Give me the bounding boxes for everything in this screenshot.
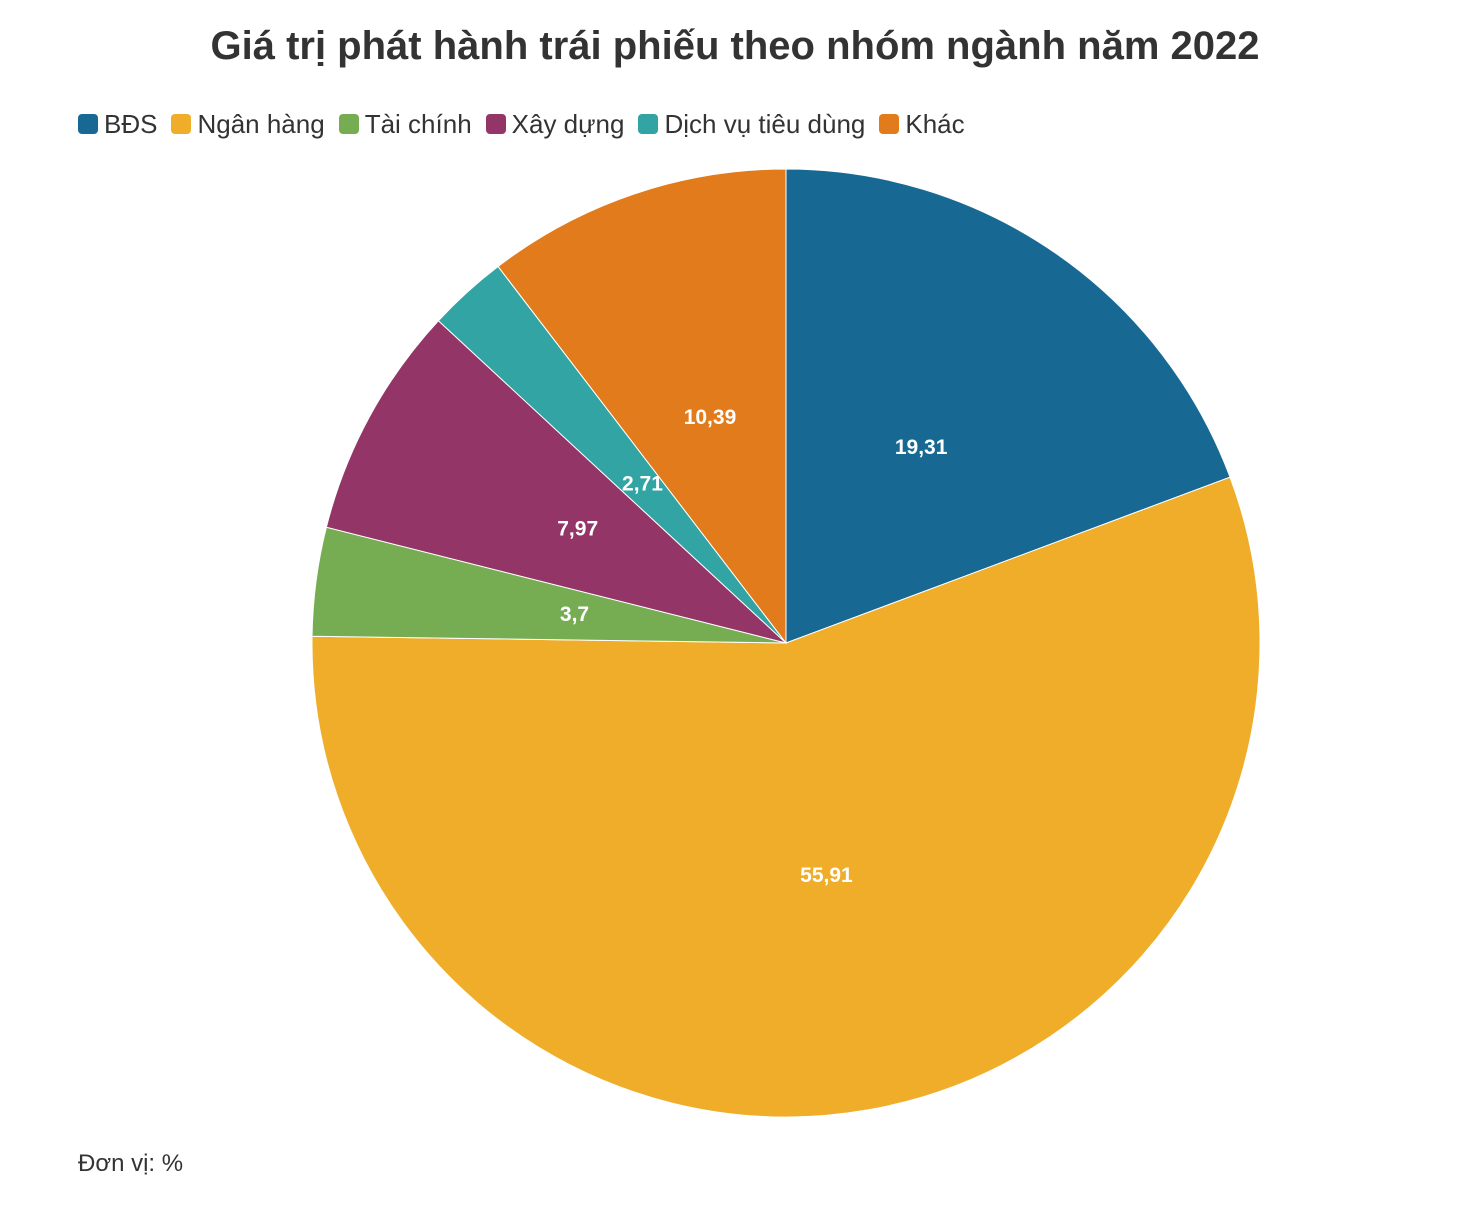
legend-item[interactable]: Ngân hàng <box>171 108 325 140</box>
chart-legend: BĐS Ngân hàng Tài chính Xây dựng Dịch vụ tiê… <box>78 106 979 142</box>
legend-swatch <box>338 114 359 134</box>
legend-label: Tài chính <box>364 108 472 139</box>
legend-item[interactable]: Tài chính <box>338 108 472 140</box>
legend-swatch <box>78 114 98 134</box>
pie-slice[interactable] <box>325 320 787 644</box>
slice-data-label: 55,91 <box>800 864 853 887</box>
legend-label: Xây dựng <box>511 108 625 139</box>
legend-item[interactable]: Dịch vụ tiêu dùng <box>638 109 865 140</box>
slice-data-label: 2,71 <box>622 473 663 496</box>
legend-label: Ngân hàng <box>197 108 325 139</box>
legend-swatch <box>485 114 506 134</box>
legend-label: Dịch vụ tiêu dùng <box>664 108 866 139</box>
unit-note: Đơn vị: % <box>78 1150 184 1177</box>
legend-swatch <box>879 114 900 134</box>
slice-data-label: 19,31 <box>895 436 948 459</box>
legend-item[interactable]: Xây dựng <box>485 108 625 140</box>
legend-label: BĐS <box>104 108 158 139</box>
legend-label: Khác <box>905 108 965 139</box>
legend-item[interactable]: Khác <box>879 108 965 140</box>
pie-slice[interactable] <box>497 168 787 645</box>
legend-swatch <box>171 114 192 134</box>
slice-data-label: 3,7 <box>560 603 589 626</box>
pie-slice[interactable] <box>311 476 1261 1118</box>
chart-title: Giá trị phát hành trái phiếu theo nhóm n… <box>210 24 1260 68</box>
slice-data-label: 7,97 <box>557 518 598 541</box>
pie-slice[interactable] <box>785 168 1231 644</box>
legend-item[interactable]: BĐS <box>78 109 157 140</box>
slice-data-label: 10,39 <box>684 406 737 429</box>
legend-swatch <box>638 114 659 134</box>
